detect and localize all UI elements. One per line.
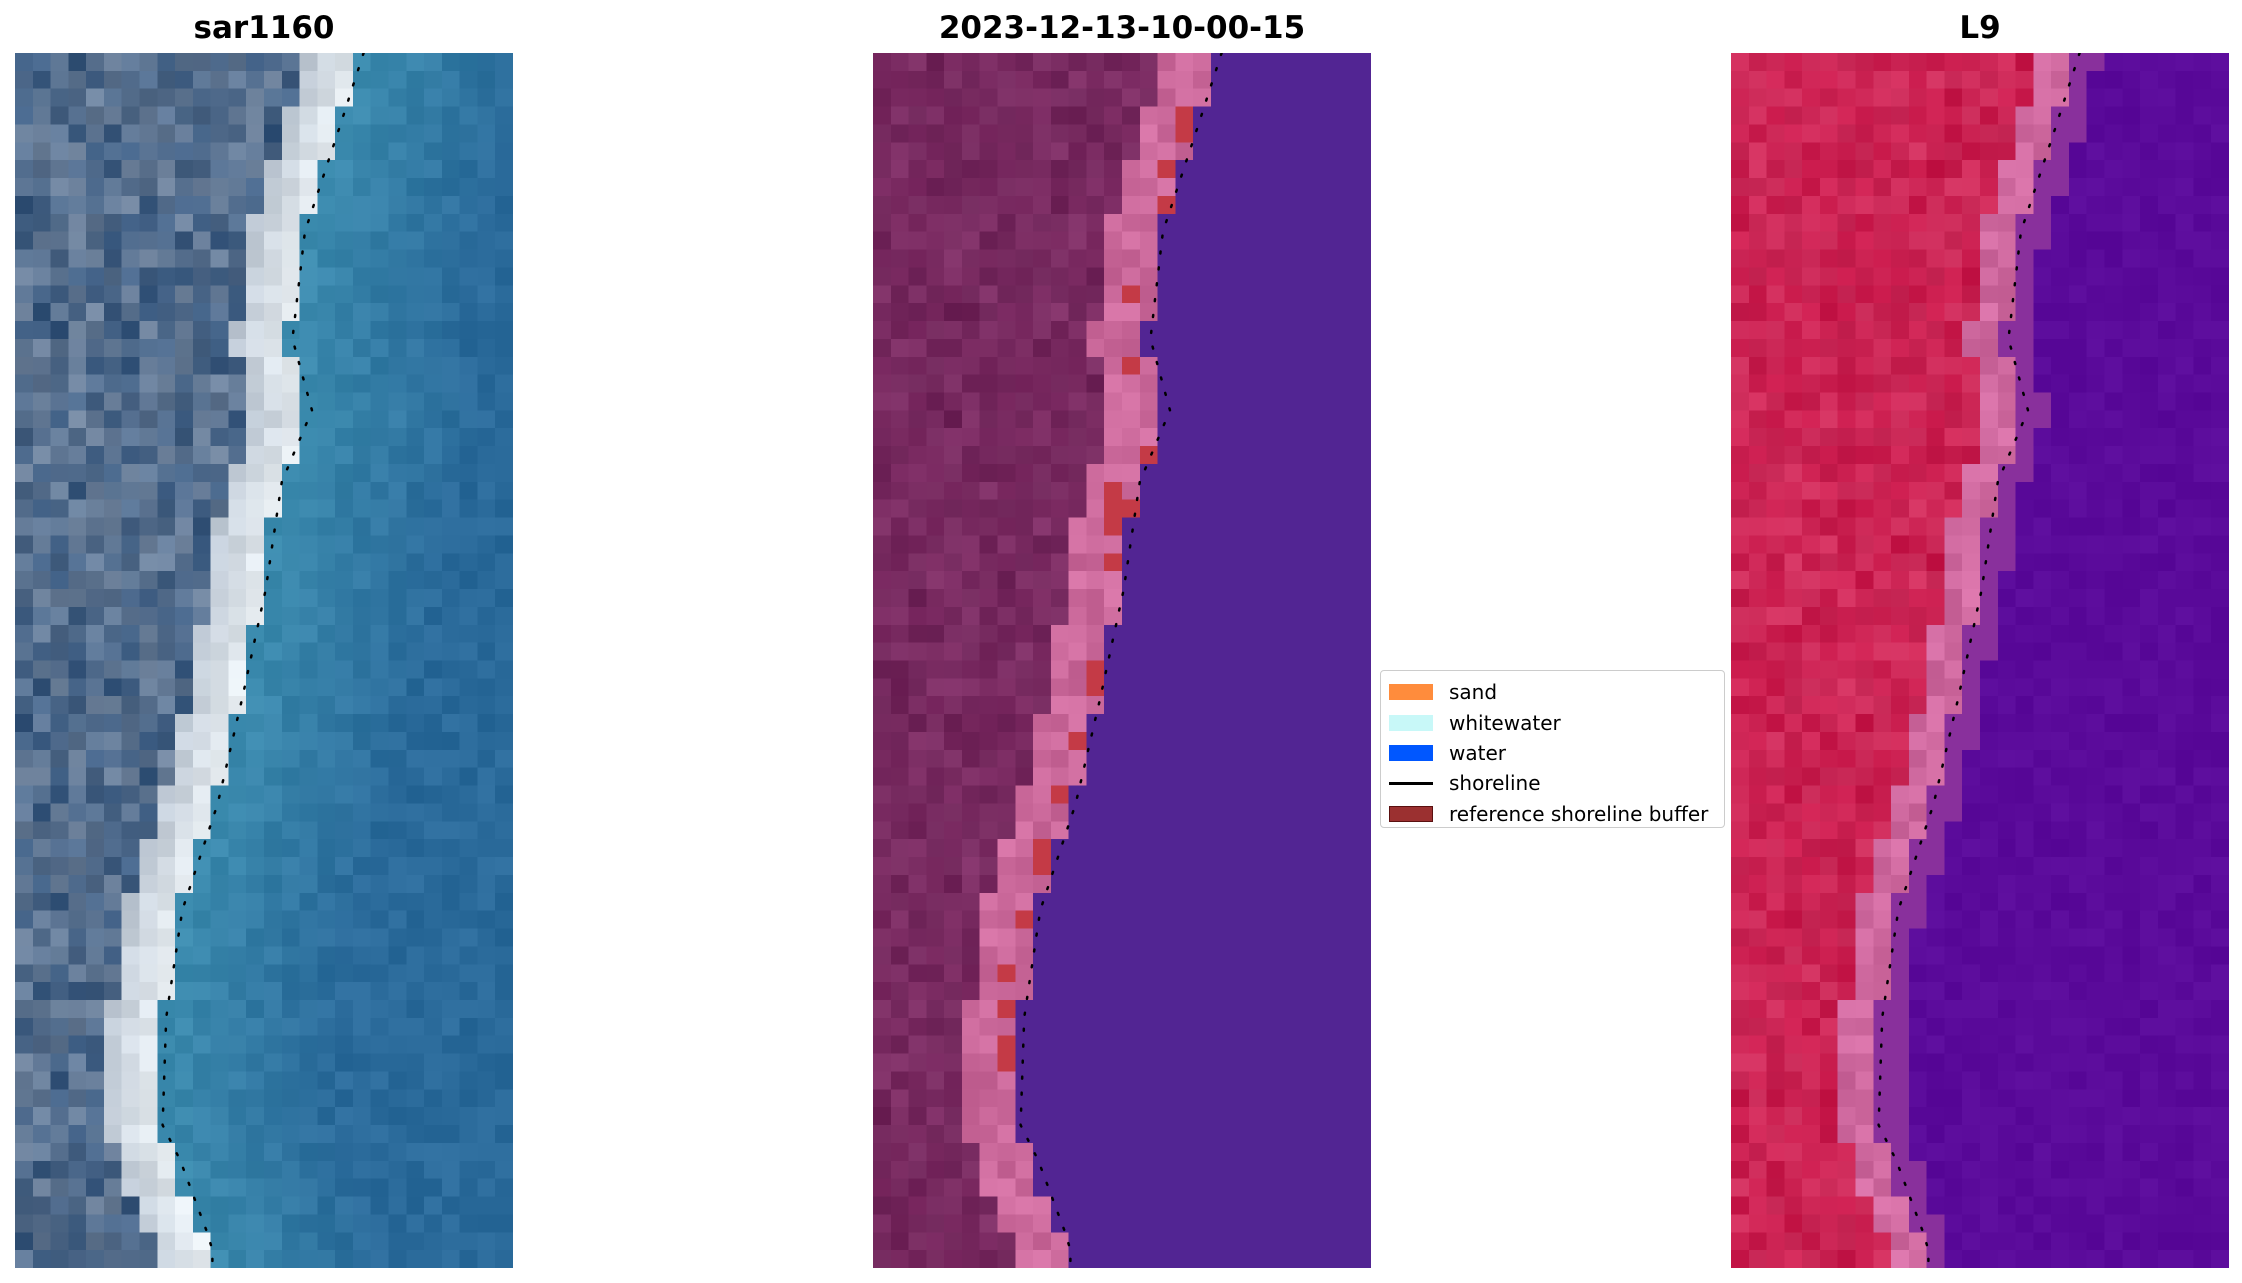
legend-label-shoreline: shoreline [1449,771,1541,796]
legend-label-whitewater: whitewater [1449,710,1561,735]
legend-label-sand: sand [1449,680,1498,705]
legend-item-sand: sand [1387,677,1724,707]
legend-line-shoreline [1389,781,1433,785]
legend-swatch-whitewater [1389,714,1433,731]
legend-swatch-water [1389,744,1433,761]
rgb-raster [15,53,513,1268]
falsecolor-raster [1731,53,2229,1268]
panel-title-falsecolor: L9 [1959,10,2001,46]
panel-title-classified: 2023-12-13-10-00-15 [938,10,1306,46]
legend-swatch-sand [1389,684,1433,701]
classified-raster [873,53,1371,1268]
falsecolor-image [1731,53,2229,1268]
legend-item-buffer: reference shoreline buffer [1387,799,1724,829]
legend-swatch-buffer [1389,805,1433,822]
legend-item-shoreline: shoreline [1387,768,1724,798]
rgb-satellite-image [15,53,513,1268]
legend: sand whitewater water shoreline referenc… [1380,670,1725,828]
legend-item-water: water [1387,738,1724,768]
legend-label-water: water [1449,740,1506,765]
legend-label-buffer: reference shoreline buffer [1449,801,1709,826]
legend-item-whitewater: whitewater [1387,707,1724,737]
panel-title-rgb: sar1160 [193,10,335,46]
classified-image [873,53,1371,1268]
